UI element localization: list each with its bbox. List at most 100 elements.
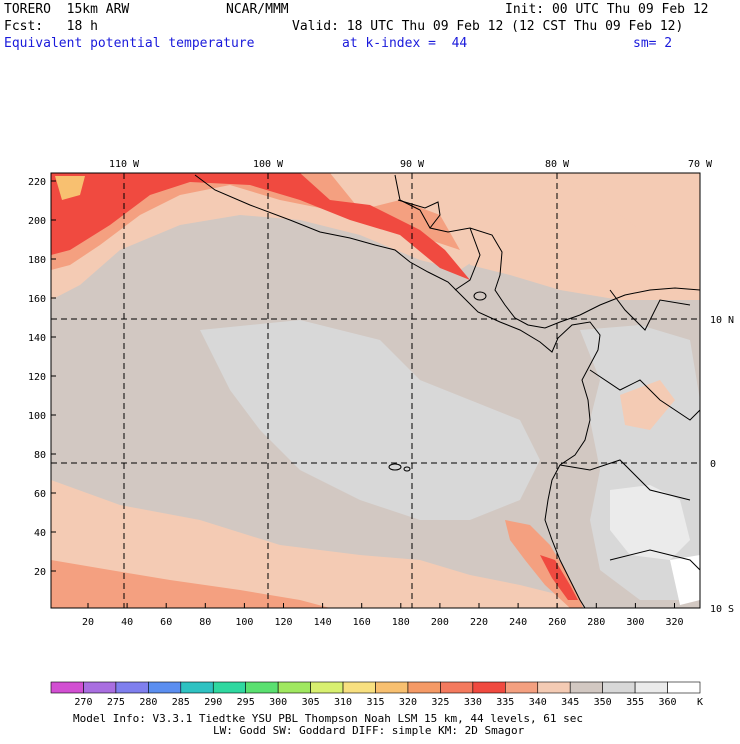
colorbar-label: 330: [464, 697, 482, 708]
brazil-border: [609, 549, 700, 571]
colorbar-swatch: [634, 681, 668, 694]
left-tick-label: 20: [34, 567, 46, 578]
field-320-corner: [55, 176, 85, 200]
colorbar-label: 340: [529, 697, 547, 708]
left-tick-label: 200: [28, 216, 46, 227]
left-tick-label: 140: [28, 333, 46, 344]
field-360-amazon: [670, 555, 700, 605]
colorbar-label: 270: [74, 697, 92, 708]
bottom-tick-label: 220: [470, 617, 488, 628]
colorbar-label: 280: [139, 697, 157, 708]
left-tick-label: 40: [34, 528, 46, 539]
lat-label-10s: 10 S: [710, 604, 734, 615]
colorbar-swatch: [407, 681, 441, 694]
valid-time: Valid: 18 UTC Thu 09 Feb 12 (12 CST Thu …: [292, 19, 684, 34]
model-title: TORERO 15km ARW: [4, 2, 130, 17]
pacific-coastline: [194, 174, 601, 608]
colorbar-label: 290: [204, 697, 222, 708]
field-340-south: [51, 480, 580, 608]
init-time: Init: 00 UTC Thu 09 Feb 12: [505, 2, 709, 17]
institution-label: NCAR/MMM: [226, 2, 289, 17]
colorbar-label: 325: [431, 697, 449, 708]
colorbar-swatch: [375, 681, 409, 694]
venezuela-border: [609, 289, 691, 331]
field-350-central: [200, 320, 540, 520]
field-name: Equivalent potential temperature: [4, 36, 255, 51]
colorbar-swatch: [310, 681, 344, 694]
field-340-caribbean: [445, 175, 700, 300]
colorbar-label: 310: [334, 697, 352, 708]
bottom-tick-label: 320: [665, 617, 683, 628]
footer-model-info: Model Info: V3.3.1 Tiedtke YSU PBL Thomp…: [73, 712, 583, 725]
bottom-tick-label: 80: [199, 617, 211, 628]
left-tick-label: 160: [28, 294, 46, 305]
bottom-tick-label: 100: [235, 617, 253, 628]
colorbar-swatch: [472, 681, 506, 694]
lon-label-110w: 110 W: [109, 159, 140, 170]
theta-e-field: [51, 173, 700, 608]
latlon-grid: [51, 173, 700, 608]
colorbar-label: 345: [561, 697, 579, 708]
colorbar-swatch: [342, 681, 376, 694]
colorbar-label: 275: [107, 697, 125, 708]
colorbar-swatch: [115, 681, 149, 694]
bottom-tick-label: 120: [274, 617, 292, 628]
lat-label-10n: 10 N: [710, 315, 734, 326]
field-330-peru: [540, 555, 578, 600]
field-355-amazon: [610, 485, 690, 560]
colorbar-swatch: [212, 681, 247, 694]
left-tick-label: 80: [34, 450, 46, 461]
colorbar-swatch: [148, 681, 182, 694]
colorbar-label: 300: [269, 697, 287, 708]
field-335-north: [51, 173, 460, 270]
colorbar-label: 315: [366, 697, 384, 708]
bottom-tick-label: 140: [314, 617, 332, 628]
colorbar-unit: K: [697, 697, 703, 708]
colorbar-label: 350: [594, 697, 612, 708]
lake-nicaragua: [473, 291, 487, 301]
bottom-tick-label: 200: [431, 617, 449, 628]
lat-label-0: 0: [710, 459, 716, 470]
left-tick-label: 60: [34, 489, 46, 500]
colorbar-label: 305: [302, 697, 320, 708]
left-tick-label: 120: [28, 372, 46, 383]
galapagos-island-small: [403, 466, 411, 472]
colorbar-label: 295: [237, 697, 255, 708]
peru-border: [559, 459, 691, 501]
colorbar-swatch: [537, 681, 571, 694]
left-tick-label: 180: [28, 255, 46, 266]
colorbar-swatch: [245, 681, 279, 694]
bottom-axis: 20 40 60 80 100 120 140 160 180 200 220 240 260 280 30…: [82, 603, 684, 628]
lon-label-90w: 90 W: [400, 159, 425, 170]
colorbar-swatch: [180, 681, 214, 694]
colorbar-swatch: [277, 681, 311, 694]
colorbar-label: 360: [659, 697, 677, 708]
bottom-tick-label: 260: [548, 617, 566, 628]
colorbar-swatch: [50, 681, 84, 694]
colombia-border: [589, 369, 700, 421]
yucatan-border: [397, 199, 441, 229]
bottom-tick-label: 240: [509, 617, 527, 628]
honduras-border: [454, 227, 481, 291]
lon-label-80w: 80 W: [545, 159, 570, 170]
field-330-north: [51, 173, 470, 280]
plot-frame: [50, 172, 701, 609]
lon-label-100w: 100 W: [253, 159, 284, 170]
forecast-hour: Fcst: 18 h: [4, 19, 98, 34]
bottom-tick-label: 60: [160, 617, 172, 628]
galapagos-island: [388, 463, 402, 471]
bottom-tick-label: 180: [392, 617, 410, 628]
colorbar-label: 335: [496, 697, 514, 708]
left-axis: 220 200 180 160 140 120 100 80 60 40 20: [28, 177, 56, 578]
level-label: at k-index = 44: [342, 36, 468, 51]
smoothing-label: sm= 2: [633, 36, 673, 51]
colorbar-swatch: [602, 681, 636, 694]
bottom-tick-label: 280: [587, 617, 605, 628]
colorbar-swatch: [440, 681, 474, 694]
colorbar-label: 285: [172, 697, 190, 708]
coastlines: [194, 174, 700, 608]
bottom-tick-label: 20: [82, 617, 94, 628]
bottom-tick-label: 40: [121, 617, 133, 628]
footer-physics: LW: Godd SW: Goddard DIFF: simple KM: 2D…: [213, 724, 525, 737]
